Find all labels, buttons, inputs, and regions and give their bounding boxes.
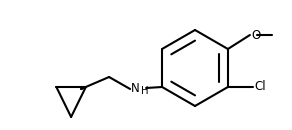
- Text: H: H: [141, 86, 149, 96]
- Text: N: N: [131, 83, 140, 96]
- Text: O: O: [251, 28, 260, 41]
- Text: Cl: Cl: [254, 80, 265, 93]
